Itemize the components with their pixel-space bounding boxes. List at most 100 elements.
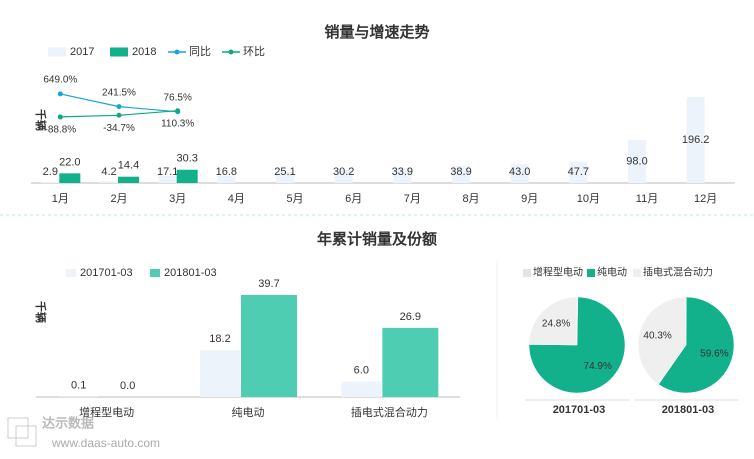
chart-title: 年累计销量及份额 — [317, 230, 437, 248]
data-label: 59.6% — [700, 349, 728, 360]
bar — [59, 173, 81, 183]
data-label: 39.7 — [258, 278, 279, 290]
point — [116, 112, 122, 118]
x-tick-label: 10月 — [577, 193, 600, 205]
data-label: 74.9% — [584, 361, 612, 372]
data-label: 24.8% — [542, 318, 570, 329]
data-label: -88.8% — [44, 125, 76, 136]
legend-label: 2018 — [132, 46, 156, 58]
x-tick-label: 12月 — [694, 193, 717, 205]
bar — [41, 181, 60, 183]
data-label: 98.0 — [626, 155, 647, 167]
point — [57, 91, 63, 97]
legend-swatch — [48, 47, 66, 57]
legend-swatch — [587, 269, 595, 277]
legend-label: 201701-03 — [80, 267, 133, 279]
y-axis-label: 千辆 — [34, 109, 48, 131]
data-label: 6.0 — [354, 364, 369, 376]
x-tick-label: 1月 — [52, 193, 69, 205]
x-tick-label: 插电式混合动力 — [351, 405, 428, 419]
legend-label: 2017 — [70, 46, 94, 58]
x-tick-label: 3月 — [169, 193, 186, 205]
y-axis-label: 千辆 — [34, 301, 48, 323]
data-label: 40.3% — [643, 331, 671, 342]
chart-title: 销量与增速走势 — [324, 23, 429, 41]
x-tick-label: 7月 — [404, 193, 421, 205]
bar — [628, 140, 646, 183]
bar — [100, 181, 118, 183]
bar — [341, 381, 382, 397]
watermark-brand: 达示数据 — [42, 415, 94, 430]
bar — [241, 294, 297, 397]
x-tick-label: 9月 — [521, 193, 538, 205]
legend-label: 增程型电动 — [533, 266, 583, 279]
x-tick-label: 11月 — [636, 193, 658, 205]
data-label: 16.8 — [216, 166, 237, 178]
watermark-icon — [7, 417, 37, 447]
point — [175, 108, 181, 114]
bar — [118, 176, 139, 183]
bar — [176, 169, 198, 183]
bar — [200, 350, 240, 397]
legend-label: 环比 — [243, 45, 265, 58]
legend-swatch — [523, 269, 531, 277]
bar — [217, 175, 236, 183]
x-tick-label: 8月 — [462, 193, 479, 205]
data-label: 33.9 — [392, 166, 413, 178]
bar — [382, 327, 439, 397]
x-tick-label: 5月 — [286, 193, 303, 205]
pie-label: 201701-03 — [553, 404, 606, 416]
x-tick-label: 6月 — [345, 193, 362, 205]
data-label: 0.0 — [120, 380, 135, 392]
bar — [393, 168, 412, 183]
bar — [452, 165, 470, 183]
legend-label: 纯电动 — [597, 266, 627, 279]
legend-marker — [228, 49, 234, 55]
bar — [334, 169, 353, 183]
data-label: 25.1 — [274, 166, 295, 178]
data-label: 0.1 — [71, 380, 86, 392]
pie-slice — [658, 296, 735, 394]
data-label: 30.3 — [176, 153, 197, 165]
legend-label: 插电式混合动力 — [643, 266, 713, 279]
pie-slice — [637, 296, 687, 385]
bar — [686, 97, 705, 183]
data-label: 43.0 — [509, 166, 530, 178]
data-label: 47.7 — [568, 166, 589, 178]
data-label: 2.9 — [43, 166, 58, 178]
legend-swatch — [66, 269, 76, 277]
data-label: 196.2 — [682, 134, 710, 146]
bar — [510, 164, 529, 183]
data-label: 110.3% — [161, 118, 194, 129]
data-label: 4.2 — [101, 166, 116, 178]
pie-slice — [528, 296, 578, 346]
pie-slice — [528, 296, 626, 394]
legend-swatch — [110, 47, 128, 57]
data-label: 30.2 — [333, 166, 354, 178]
data-label: -34.7% — [103, 123, 135, 134]
bar — [569, 162, 588, 183]
x-tick-label: 增程型电动 — [79, 405, 134, 419]
legend-marker — [174, 49, 180, 55]
x-tick-label: 4月 — [228, 193, 245, 205]
data-label: 14.4 — [118, 160, 139, 172]
data-label: 649.0% — [43, 75, 77, 86]
data-label: 22.0 — [59, 156, 80, 168]
legend-swatch — [633, 269, 641, 277]
data-label: 17.1 — [157, 166, 178, 178]
bar — [276, 172, 294, 183]
x-tick-label: 2月 — [110, 193, 127, 205]
legend-swatch — [150, 269, 160, 277]
data-label: 26.9 — [400, 311, 421, 323]
legend-label: 同比 — [189, 45, 211, 58]
data-label: 38.9 — [450, 166, 471, 178]
pie-label: 201801-03 — [662, 404, 715, 416]
data-label: 18.2 — [209, 333, 230, 345]
data-label: 241.5% — [102, 87, 136, 98]
watermark-url: www.daas-auto.com — [51, 436, 160, 450]
data-label: 76.5% — [163, 92, 191, 103]
legend-label: 201801-03 — [164, 267, 217, 279]
point — [57, 114, 63, 120]
x-tick-label: 纯电动 — [232, 406, 265, 419]
